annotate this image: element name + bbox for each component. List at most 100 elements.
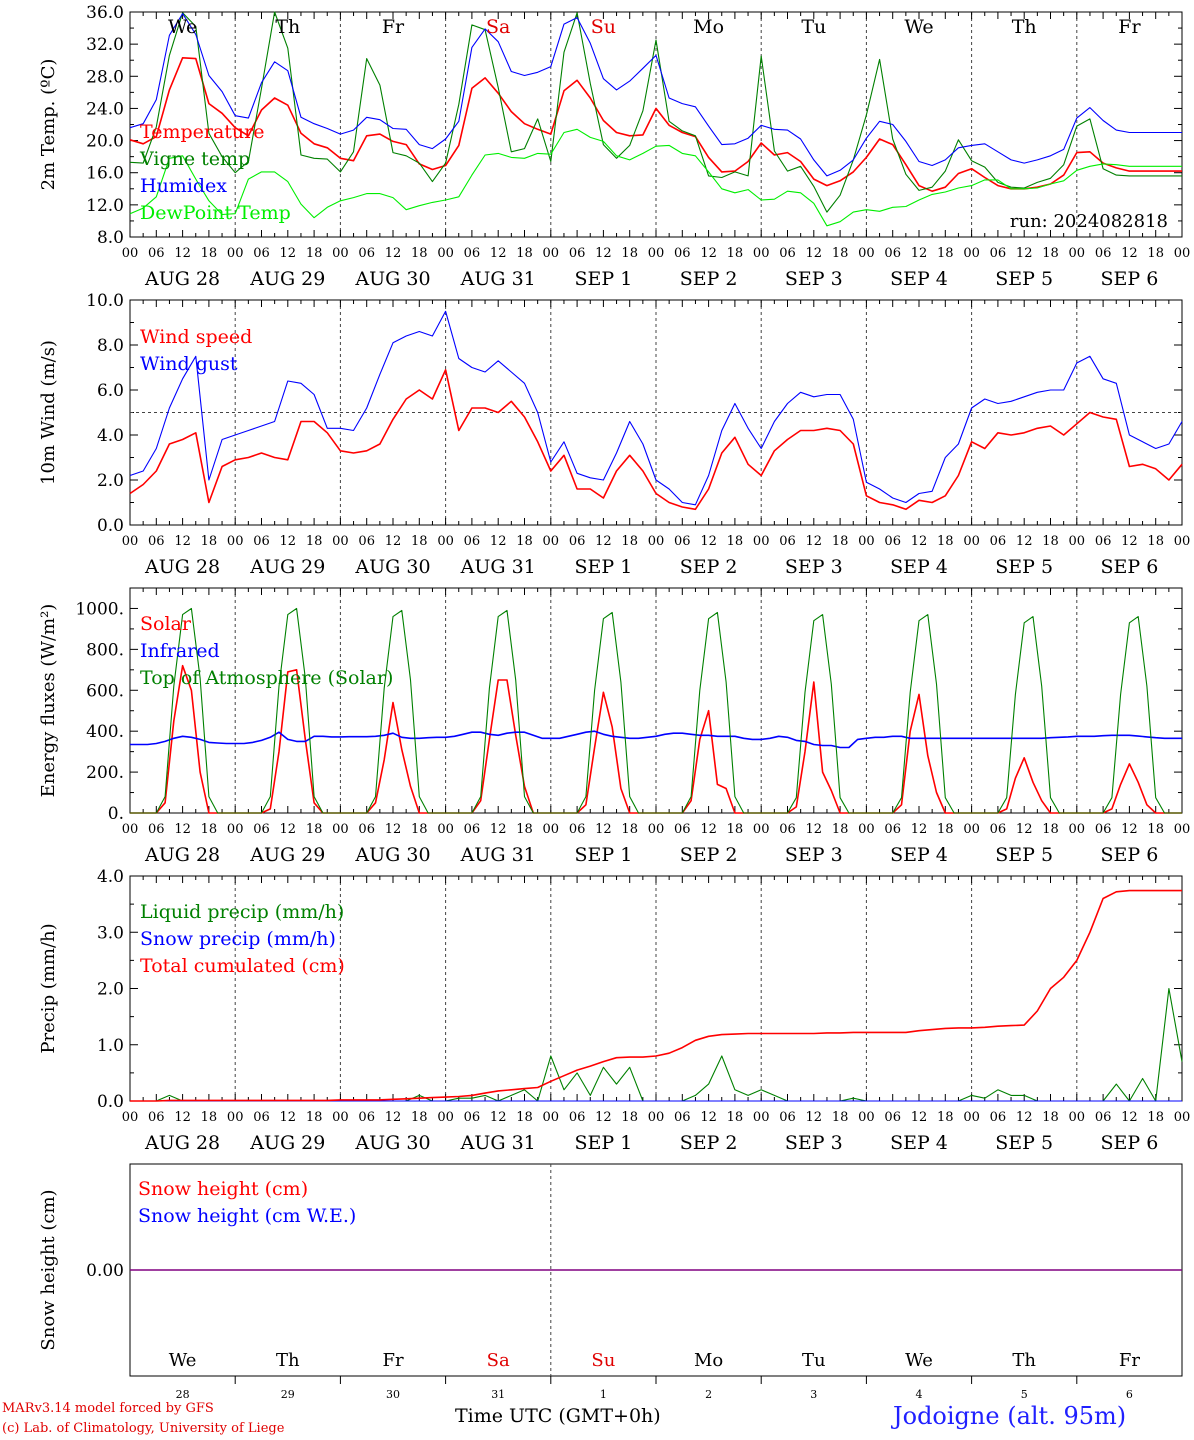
hour-tick-label: 12	[806, 534, 823, 549]
y-tick-label: 4.0	[97, 426, 124, 446]
date-label: SEP 1	[574, 1132, 632, 1154]
hour-tick-label: 18	[201, 246, 218, 261]
hour-tick-label: 12	[174, 534, 191, 549]
hour-tick-label: 18	[621, 1110, 638, 1125]
hour-tick-label: 12	[700, 534, 717, 549]
hour-tick-label: 00	[543, 822, 560, 837]
date-label: AUG 28	[144, 1132, 220, 1154]
hour-tick-label: 00	[753, 822, 770, 837]
hour-tick-label: 00	[648, 246, 665, 261]
y-axis-label: Energy fluxes (W/m²)	[38, 604, 59, 798]
hour-tick-label: 12	[1121, 534, 1138, 549]
day-number-label: 6	[1126, 1388, 1133, 1401]
hour-tick-label: 18	[306, 822, 323, 837]
hour-tick-label: 12	[174, 246, 191, 261]
day-number-label: 30	[386, 1388, 400, 1401]
hour-tick-label: 18	[832, 822, 849, 837]
date-label: AUG 30	[354, 556, 430, 578]
hour-tick-label: 12	[385, 822, 402, 837]
hour-tick-label: 18	[516, 822, 533, 837]
legend-entry: Snow precip (mm/h)	[140, 928, 336, 950]
hour-tick-label: 00	[437, 1110, 454, 1125]
hour-tick-label: 12	[806, 822, 823, 837]
copyright-credit: (c) Lab. of Climatology, University of L…	[2, 1421, 285, 1436]
hour-tick-label: 18	[937, 246, 954, 261]
weekday-label: Tu	[802, 1350, 826, 1371]
hour-tick-label: 06	[674, 534, 691, 549]
hour-tick-label: 06	[779, 246, 796, 261]
date-label: AUG 28	[144, 268, 220, 290]
date-label: SEP 2	[680, 268, 738, 290]
hour-tick-label: 18	[727, 246, 744, 261]
date-label: AUG 28	[144, 556, 220, 578]
weekday-label: We	[905, 1350, 933, 1371]
hour-tick-label: 06	[990, 822, 1007, 837]
hour-tick-label: 06	[990, 534, 1007, 549]
y-tick-label: 1.0	[97, 1036, 124, 1056]
weekday-label: Tu	[801, 16, 826, 38]
hour-tick-label: 18	[1147, 534, 1164, 549]
y-tick-label: 12.0	[86, 196, 124, 216]
y-tick-label: 8.0	[97, 336, 124, 356]
weekday-label: Th	[275, 16, 300, 38]
date-label: AUG 29	[249, 268, 325, 290]
series-line-temperature	[129, 56, 1182, 192]
hour-tick-label: 18	[201, 534, 218, 549]
y-tick-label: 400.	[86, 722, 124, 742]
weekday-label: Th	[1012, 16, 1037, 38]
hour-tick-label: 12	[806, 1110, 823, 1125]
hour-tick-label: 18	[621, 246, 638, 261]
date-label: AUG 29	[249, 844, 325, 866]
weekday-label: Sa	[486, 16, 510, 38]
date-label: AUG 30	[354, 268, 430, 290]
y-tick-label: 10.0	[86, 291, 124, 311]
series-line-infrared	[130, 730, 1182, 749]
hour-tick-label: 00	[332, 822, 349, 837]
date-label: SEP 5	[995, 1132, 1053, 1154]
hour-tick-label: 06	[253, 246, 270, 261]
hour-tick-label: 18	[516, 246, 533, 261]
date-label: SEP 3	[785, 556, 843, 578]
hour-tick-label: 06	[148, 246, 165, 261]
hour-tick-label: 00	[227, 1110, 244, 1125]
legend-entry: Temperature	[140, 121, 264, 143]
hour-tick-label: 12	[1121, 1110, 1138, 1125]
legend-entry: Snow height (cm W.E.)	[138, 1205, 356, 1227]
y-tick-label: 2.0	[97, 980, 124, 1000]
hour-tick-label: 12	[595, 246, 612, 261]
hour-tick-label: 06	[884, 822, 901, 837]
legend-entry: Vigne temp	[139, 148, 250, 170]
hour-tick-label: 00	[122, 246, 139, 261]
date-label: SEP 6	[1100, 1132, 1158, 1154]
y-tick-label: 3.0	[97, 923, 124, 943]
date-label: AUG 31	[460, 844, 536, 866]
hour-tick-label: 18	[621, 534, 638, 549]
hour-tick-label: 06	[569, 822, 586, 837]
hour-tick-label: 06	[884, 246, 901, 261]
hour-tick-label: 06	[569, 1110, 586, 1125]
hour-tick-label: 12	[280, 822, 297, 837]
hour-tick-label: 06	[1095, 822, 1112, 837]
legend-entry: Snow height (cm)	[138, 1178, 308, 1200]
hour-tick-label: 18	[832, 534, 849, 549]
x-axis-title: Time UTC (GMT+0h)	[455, 1405, 661, 1427]
hour-tick-label: 18	[727, 534, 744, 549]
y-tick-label: 0.	[108, 804, 124, 824]
hour-tick-label: 12	[595, 822, 612, 837]
hour-tick-label: 06	[464, 246, 481, 261]
hour-tick-label: 18	[937, 534, 954, 549]
hour-tick-label: 06	[990, 1110, 1007, 1125]
hour-tick-label: 18	[516, 534, 533, 549]
weekday-label: Mo	[694, 1350, 723, 1371]
weekday-label: Su	[591, 16, 616, 38]
hour-tick-label: 00	[858, 534, 875, 549]
hour-tick-label: 00	[858, 1110, 875, 1125]
hour-tick-label: 00	[122, 1110, 139, 1125]
hour-tick-label: 06	[148, 534, 165, 549]
y-tick-label: 600.	[86, 681, 124, 701]
date-label: AUG 29	[249, 556, 325, 578]
hour-tick-label: 06	[253, 1110, 270, 1125]
hour-tick-label: 06	[1095, 246, 1112, 261]
date-label: SEP 1	[574, 268, 632, 290]
date-label: SEP 1	[574, 556, 632, 578]
